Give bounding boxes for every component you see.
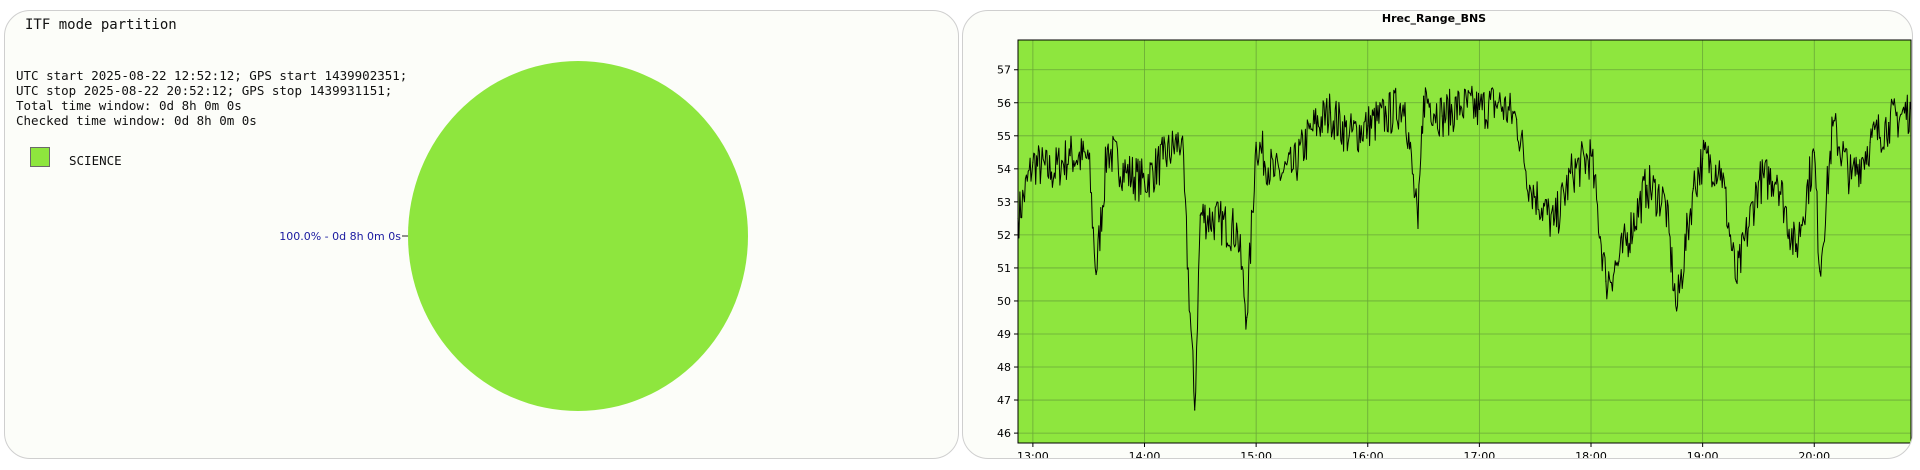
y-tick-label: 55: [997, 130, 1011, 143]
y-tick-label: 49: [997, 328, 1011, 341]
checked-window-line: Checked time window: 0d 8h 0m 0s: [16, 113, 257, 128]
data-point: [1106, 148, 1108, 150]
data-point: [1069, 155, 1071, 157]
x-tick-label: 20:00: [1798, 450, 1830, 459]
data-point: [1050, 171, 1053, 173]
x-tick-label: 14:00: [1129, 450, 1161, 459]
data-point: [1590, 155, 1592, 157]
data-point: [1618, 260, 1620, 262]
pie-slice-science: [408, 61, 748, 411]
data-point: [1095, 273, 1097, 276]
data-point: [1348, 135, 1350, 137]
y-tick-label: 50: [997, 295, 1011, 308]
pie-slice-label: 100.0% - 0d 8h 0m 0s: [279, 230, 401, 243]
data-point: [1311, 128, 1313, 130]
data-point: [1702, 158, 1704, 160]
data-point: [1460, 105, 1462, 107]
data-point: [1125, 171, 1127, 173]
data-point: [1795, 250, 1797, 252]
data-point: [1417, 227, 1419, 229]
data-point: [1720, 168, 1722, 170]
data-point: [1676, 310, 1678, 312]
line-chart: Hrec_Range_BNS 46 47 48 49 50 51 52 53 54 55 56 57 13…: [997, 12, 1912, 459]
data-point: [1032, 161, 1034, 163]
data-point: [1605, 280, 1607, 282]
x-tick-label: 16:00: [1352, 450, 1384, 459]
data-point: [1329, 112, 1332, 114]
data-point: [1553, 224, 1555, 226]
plot-frame: [1017, 39, 1912, 444]
mode-partition-panel: ITF mode partition UTC start 2025-08-22 …: [4, 10, 959, 459]
data-point: [1404, 102, 1406, 104]
x-tick-label: 13:00: [1017, 450, 1049, 459]
legend-swatch-science: [30, 147, 50, 167]
y-tick-label: 57: [997, 64, 1011, 77]
data-point: [1850, 178, 1853, 180]
data-point: [1181, 138, 1183, 140]
data-point: [1441, 115, 1443, 117]
data-point: [1571, 171, 1573, 173]
data-point: [1664, 201, 1666, 203]
total-window-line: Total time window: 0d 8h 0m 0s: [16, 98, 242, 113]
data-point: [1529, 184, 1531, 186]
y-tick-label: 48: [997, 361, 1011, 374]
x-tick-label: 15:00: [1240, 450, 1272, 459]
y-tick-label: 46: [997, 427, 1011, 440]
data-point: [1367, 125, 1369, 127]
data-point: [1692, 188, 1694, 190]
y-tick-label: 52: [997, 229, 1011, 242]
data-point: [1646, 184, 1648, 186]
data-point: [1832, 125, 1834, 127]
data-point: [1274, 174, 1276, 176]
pie-chart: 100.0% - 0d 8h 0m 0s: [279, 61, 748, 411]
utc-start-line: UTC start 2025-08-22 12:52:12; GPS start…: [16, 68, 408, 83]
data-point: [1088, 158, 1090, 160]
data-point: [1143, 181, 1146, 183]
data-point: [1478, 108, 1480, 110]
data-point: [1194, 409, 1196, 411]
y-tick-label: 54: [997, 163, 1011, 176]
data-point: [1385, 115, 1387, 117]
y-tick-label: 56: [997, 97, 1011, 110]
data-point: [1888, 122, 1890, 124]
data-point: [1819, 270, 1821, 272]
chart-title: Hrec_Range_BNS: [1382, 12, 1486, 25]
x-tick-label: 17:00: [1464, 450, 1496, 459]
utc-stop-line: UTC stop 2025-08-22 20:52:12; GPS stop 1…: [16, 83, 393, 98]
data-point: [1423, 95, 1425, 97]
data-point: [1776, 174, 1778, 176]
data-point: [1236, 231, 1239, 233]
data-point: [1869, 141, 1871, 143]
data-point: [1255, 141, 1257, 143]
data-point: [1199, 214, 1201, 216]
data-point: [1497, 102, 1499, 104]
y-tick-label: 53: [997, 196, 1011, 209]
data-point: [1757, 181, 1759, 183]
data-point: [1516, 118, 1518, 120]
range-chart-panel: Hrec_Range_BNS 46 47 48 49 50 51 52 53 54 55 56 57 13…: [962, 10, 1913, 459]
data-point: [1292, 168, 1294, 170]
data-point: [1218, 221, 1220, 223]
data-point: [1735, 280, 1737, 282]
y-tick-label: 47: [997, 394, 1011, 407]
data-point: [1246, 316, 1248, 319]
x-tick-label: 19:00: [1687, 450, 1719, 459]
y-tick-label: 51: [997, 262, 1011, 275]
plot-area: [1018, 40, 1911, 443]
panel-title: ITF mode partition: [25, 17, 177, 33]
legend-label-science: SCIENCE: [69, 153, 122, 168]
data-point: [1813, 151, 1815, 153]
data-point: [1162, 158, 1164, 160]
series-line: [1017, 85, 1912, 411]
x-tick-label: 18:00: [1575, 450, 1607, 459]
